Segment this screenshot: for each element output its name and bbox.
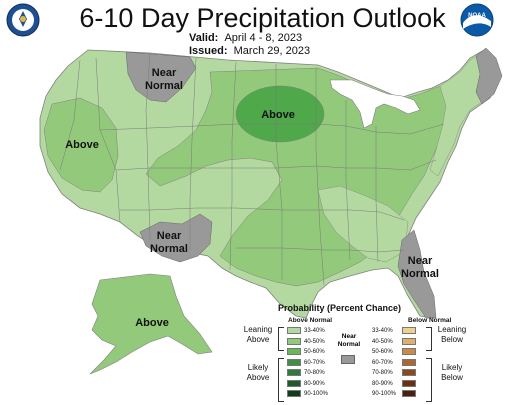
legend-below-row: 50-60% <box>372 348 419 357</box>
legend-above-value: 60-70% <box>304 359 325 366</box>
legend-below-value: 50-60% <box>372 349 393 356</box>
label-near-normal-se-1: Near <box>408 255 433 267</box>
label-above-west: Above <box>65 139 99 151</box>
alaska <box>89 273 213 375</box>
legend-above-row: 80-90% <box>287 379 325 389</box>
legend-above-row: 33-40% <box>287 327 325 336</box>
bracket-leaning-below <box>426 327 432 351</box>
legend-above-value: 80-90% <box>304 380 325 387</box>
legend-above-swatch <box>287 348 301 355</box>
legend-above-value: 90-100% <box>304 391 329 398</box>
legend-above-swatch <box>287 369 301 376</box>
legend-below-value: 90-100% <box>372 391 397 398</box>
legend-likely-below: Likely Below <box>441 363 463 382</box>
valid-value: April 4 - 8, 2023 <box>224 32 303 44</box>
valid-dates: Valid: April 4 - 8, 2023 <box>189 32 302 44</box>
label-above-alaska: Above <box>135 317 169 329</box>
legend-below-row: 70-80% <box>372 369 419 378</box>
legend-near-header: Near Normal <box>337 333 361 348</box>
noaa-logo-icon: NOAA <box>460 3 494 37</box>
valid-label: Valid: <box>189 32 219 44</box>
legend-above-row: 50-60% <box>287 348 325 357</box>
issued-value: March 29, 2023 <box>233 45 311 57</box>
legend-above-row: 70-80% <box>287 369 325 378</box>
legend-below-swatch <box>402 337 416 345</box>
legend-below-swatch <box>402 379 416 387</box>
page-title: 6-10 Day Precipitation Outlook <box>79 3 446 33</box>
label-near-normal-sw-1: Near <box>157 230 182 242</box>
legend-below-swatch <box>402 327 416 334</box>
legend-below-value: 33-40% <box>372 328 393 335</box>
legend-below-row: 80-90% <box>372 379 419 389</box>
legend-likely-above: Likely Above <box>246 363 270 382</box>
bracket-likely-below <box>426 358 432 402</box>
legend-above-value: 40-50% <box>304 338 325 345</box>
legend-below-row: 40-50% <box>372 337 419 347</box>
bracket-leaning-above <box>278 327 284 351</box>
legend-below-row: 90-100% <box>372 390 419 399</box>
label-above-midwest: Above <box>261 109 295 121</box>
near-normal-new-england <box>475 47 503 105</box>
legend-leaning-above: Leaning Above <box>243 325 273 344</box>
legend-title: Probability (Percent Chance) <box>278 303 402 313</box>
legend: Probability (Percent Chance) Above Norma… <box>238 303 518 403</box>
legend-below-row: 33-40% <box>372 327 419 336</box>
legend-above-swatch <box>287 337 301 345</box>
legend-leaning-below: Leaning Below <box>437 325 467 344</box>
issued-date: Issued: March 29, 2023 <box>189 45 310 57</box>
legend-near-swatch <box>341 355 355 364</box>
issued-label: Issued: <box>189 45 228 57</box>
legend-above-value: 50-60% <box>304 349 325 356</box>
legend-below-value: 70-80% <box>372 370 393 377</box>
legend-below-swatch <box>402 348 416 355</box>
great-lakes <box>329 79 421 129</box>
legend-below-row: 60-70% <box>372 358 419 368</box>
label-near-normal-se-2: Normal <box>401 268 439 280</box>
legend-above-swatch <box>287 327 301 334</box>
near-normal-southwest <box>139 213 213 263</box>
legend-below-swatch <box>402 369 416 376</box>
near-normal-northwest <box>125 51 197 103</box>
legend-above-swatch <box>287 358 301 366</box>
legend-above-row: 90-100% <box>287 390 328 399</box>
noaa-logo-text: NOAA <box>468 13 486 19</box>
label-near-normal-nw-2: Normal <box>145 80 183 92</box>
legend-above-value: 70-80% <box>304 370 325 377</box>
legend-below-swatch <box>402 390 416 397</box>
legend-above-value: 33-40% <box>304 328 325 335</box>
above-50-60-midwest <box>235 85 325 143</box>
legend-above-row: 60-70% <box>287 358 325 368</box>
near-normal-florida <box>397 229 437 319</box>
bracket-likely-above <box>278 358 284 402</box>
legend-below-swatch <box>402 358 416 366</box>
state-borders <box>59 52 445 286</box>
legend-above-swatch <box>287 390 301 397</box>
label-near-normal-sw-2: Normal <box>150 243 188 255</box>
legend-below-value: 80-90% <box>372 380 393 387</box>
legend-below-value: 60-70% <box>372 359 393 366</box>
legend-below-value: 40-50% <box>372 338 393 345</box>
legend-below-header: Below Normal <box>408 317 452 324</box>
doc-seal-icon <box>6 3 40 37</box>
label-near-normal-nw-1: Near <box>152 67 177 79</box>
legend-above-swatch <box>287 379 301 387</box>
legend-above-header: Above Normal <box>288 317 333 324</box>
legend-above-row: 40-50% <box>287 337 325 347</box>
